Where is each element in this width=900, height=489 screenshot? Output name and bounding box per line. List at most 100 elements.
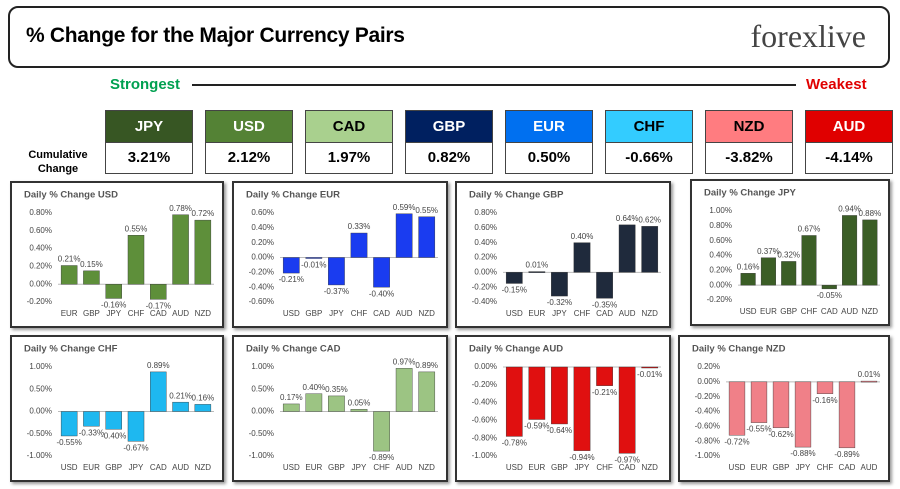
bar: [862, 219, 878, 286]
y-tick-label: -0.40%: [472, 398, 497, 407]
data-label: 0.05%: [348, 398, 371, 407]
y-tick-label: -1.00%: [695, 451, 720, 460]
bar: [150, 283, 167, 300]
data-label: 0.55%: [415, 206, 438, 215]
currency-box: EUR 0.50%: [505, 110, 593, 174]
chart: Daily % Change USD -0.20% 0.00% 0.20% 0.40% 0…: [24, 190, 214, 319]
x-tick-label: CAD: [150, 463, 167, 472]
y-tick-label: 0.20%: [709, 265, 732, 274]
x-tick-label: NZD: [195, 463, 212, 472]
y-tick-label: 0.80%: [29, 208, 52, 217]
y-tick-label: -1.00%: [249, 451, 274, 460]
x-tick-label: CAD: [619, 463, 636, 472]
data-label: -0.40%: [101, 431, 126, 440]
data-label: -0.62%: [768, 430, 793, 439]
x-tick-label: AUD: [619, 309, 636, 318]
data-label: 0.37%: [757, 247, 780, 256]
x-tick-label: CAD: [596, 309, 613, 318]
bar: [641, 226, 659, 273]
x-tick-label: JPY: [129, 463, 144, 472]
title: % Change for the Major Currency Pairs: [26, 24, 405, 47]
bar: [83, 270, 100, 285]
y-tick-label: 0.00%: [251, 407, 274, 416]
x-tick-label: AUD: [861, 463, 878, 472]
y-tick-label: 0.60%: [474, 223, 497, 232]
bar: [618, 224, 636, 273]
x-tick-label: USD: [283, 463, 300, 472]
weakest-label: Weakest: [806, 76, 867, 93]
bar: [395, 368, 413, 412]
chart-panel: Daily % Change USD -0.20% 0.00% 0.20% 0.40% 0…: [10, 181, 224, 328]
data-label: 0.62%: [638, 215, 661, 224]
y-tick-label: -0.40%: [472, 297, 497, 306]
y-tick-label: 0.00%: [29, 279, 52, 288]
data-label: -0.89%: [369, 453, 394, 462]
x-tick-label: CHF: [801, 307, 818, 316]
data-label: 0.89%: [415, 361, 438, 370]
y-tick-label: -1.00%: [472, 451, 497, 460]
bar: [305, 393, 323, 412]
bar: [418, 216, 436, 258]
currency-change: -3.82%: [725, 149, 773, 166]
y-tick-label: -0.40%: [695, 407, 720, 416]
bar: [551, 366, 568, 425]
data-label: -0.78%: [502, 439, 527, 448]
data-label: -0.17%: [146, 301, 171, 310]
currency-box: CAD 1.97%: [305, 110, 393, 174]
x-tick-label: NZD: [641, 309, 658, 318]
bar: [551, 272, 568, 297]
y-tick-label: 0.40%: [251, 223, 274, 232]
y-tick-label: -0.20%: [707, 295, 732, 304]
bar: [328, 395, 345, 412]
data-label: 0.40%: [303, 383, 326, 392]
y-tick-label: -0.20%: [249, 267, 274, 276]
bar: [150, 371, 167, 412]
currency-name: GBP: [406, 111, 492, 143]
x-tick-label: EUR: [760, 307, 777, 316]
data-label: -0.72%: [724, 437, 749, 446]
bar: [373, 257, 390, 288]
bar: [740, 273, 756, 286]
y-tick-label: 0.40%: [709, 251, 732, 260]
bar: [105, 283, 122, 299]
y-tick-label: 0.00%: [474, 267, 497, 276]
chart: Daily % Change EUR -0.60% -0.40% -0.20% 0.00…: [246, 190, 438, 319]
bar: [528, 271, 546, 273]
y-tick-label: 0.60%: [29, 226, 52, 235]
y-tick-label: 0.80%: [474, 208, 497, 217]
bar: [127, 411, 145, 442]
chart-panel: Daily % Change CAD -1.00% -0.50% 0.00% 0.50%…: [232, 335, 448, 482]
currency-box: USD 2.12%: [205, 110, 293, 174]
data-label: -0.32%: [547, 298, 572, 307]
data-label: -0.15%: [502, 286, 527, 295]
y-tick-label: -0.50%: [27, 429, 52, 438]
data-label: 0.21%: [169, 391, 192, 400]
bar: [573, 242, 591, 273]
bar: [60, 265, 78, 285]
y-tick-label: 0.40%: [29, 244, 52, 253]
data-label: -0.01%: [301, 260, 326, 269]
bar: [83, 411, 100, 427]
data-label: -0.40%: [369, 289, 394, 298]
x-tick-label: CAD: [150, 309, 167, 318]
y-tick-label: -0.20%: [472, 380, 497, 389]
x-tick-label: CHF: [351, 309, 368, 318]
bar: [172, 401, 189, 412]
data-label: -0.35%: [592, 300, 617, 309]
data-label: -0.01%: [637, 370, 662, 379]
bar: [596, 272, 613, 299]
currency-change: 3.21%: [127, 149, 171, 166]
bar: [860, 380, 878, 383]
bar: [728, 381, 746, 436]
y-tick-label: -0.20%: [27, 297, 52, 306]
chart-title: Daily % Change USD: [24, 190, 118, 201]
currency-change: 0.50%: [527, 149, 571, 166]
y-tick-label: 0.40%: [474, 238, 497, 247]
data-label: -0.67%: [123, 443, 148, 452]
x-tick-label: USD: [506, 463, 523, 472]
data-label: 0.33%: [348, 222, 371, 231]
x-tick-label: GBP: [551, 463, 568, 472]
bar: [194, 219, 212, 285]
currency-change: 0.82%: [427, 149, 471, 166]
x-tick-label: JPY: [796, 463, 811, 472]
